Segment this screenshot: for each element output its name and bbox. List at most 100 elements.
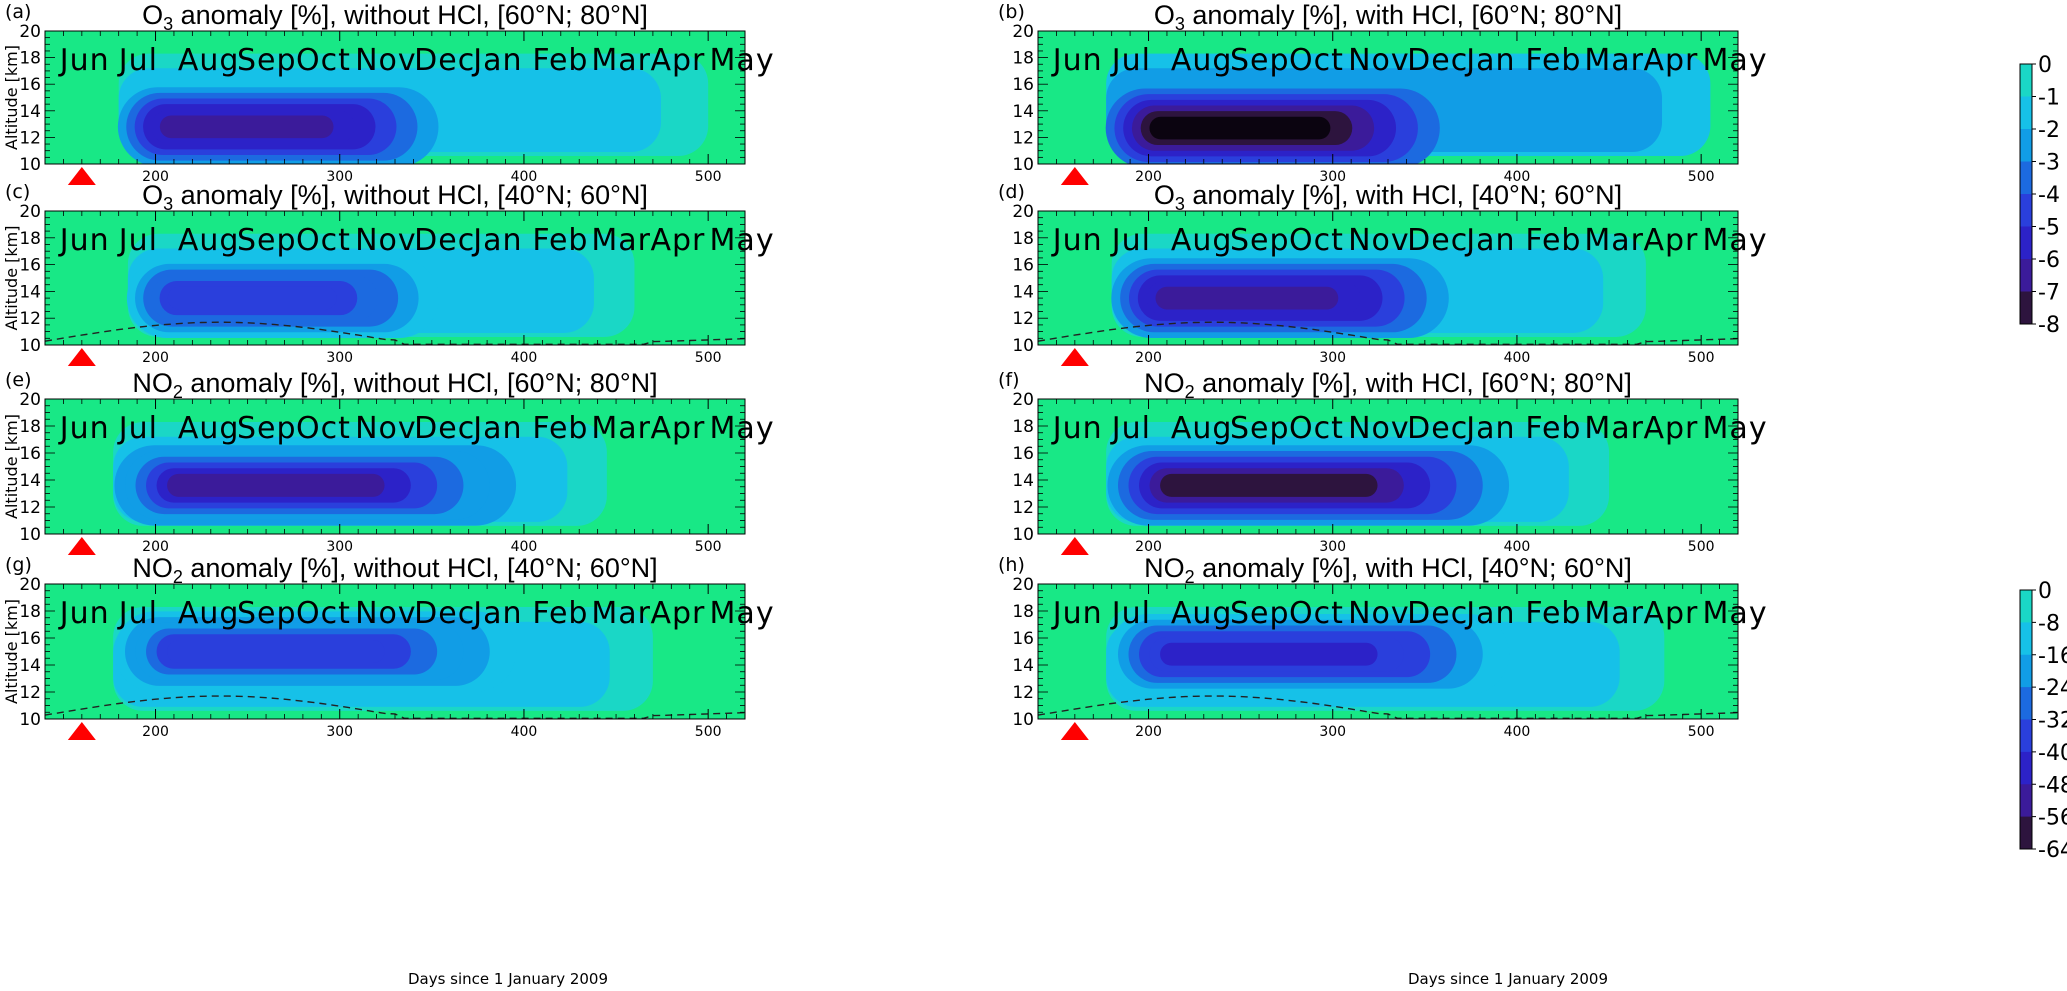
month-label: Apr	[650, 411, 705, 446]
x-tick-label: 500	[1688, 169, 1715, 185]
y-tick-label: 10	[19, 525, 41, 545]
x-tick-label: 200	[142, 724, 169, 740]
month-label: May	[710, 223, 775, 258]
month-label: Jun	[58, 223, 110, 258]
month-label: Mar	[591, 411, 651, 446]
title-species: O	[1154, 180, 1175, 210]
x-tick-label: 300	[326, 539, 353, 555]
colorbar-swatch	[2020, 161, 2032, 195]
title-text: anomaly [%], with HCl, [40°N; 60°N]	[1195, 553, 1632, 583]
colorbar-o3: 0 -1 -2 -3 -4 -5 -6 -7 -8	[2019, 53, 2060, 338]
colorbar-swatch	[2020, 259, 2032, 292]
panel-label: (g)	[5, 554, 32, 576]
colorbar-swatch	[2020, 687, 2032, 720]
month-label: Mar	[1584, 223, 1644, 258]
month-label: Dec	[414, 411, 475, 446]
eruption-marker	[1060, 167, 1089, 185]
month-label: Jul	[1110, 43, 1151, 78]
month-label: Oct	[296, 596, 351, 631]
y-tick-label: 20	[1012, 390, 1034, 410]
x-tick-label: 300	[1319, 350, 1346, 366]
colorbar-label: -32	[2038, 709, 2067, 734]
colorbar-label: -5	[2038, 216, 2060, 241]
month-label: Nov	[1348, 411, 1410, 446]
anomaly-contour-6	[1160, 642, 1378, 666]
month-label: Sep	[1230, 596, 1290, 631]
y-tick-label: 10	[19, 336, 41, 356]
y-tick-label: 20	[1012, 575, 1034, 595]
anomaly-field	[1105, 53, 1711, 164]
panel-label: (d)	[998, 181, 1025, 203]
x-tick-label: 500	[695, 350, 722, 366]
month-label: Apr	[1643, 223, 1698, 258]
month-label: Sep	[237, 596, 297, 631]
y-tick-label: 20	[1012, 202, 1034, 222]
title-species: O	[1154, 0, 1175, 30]
month-label: Jul	[117, 223, 158, 258]
colorbar-swatch	[2020, 291, 2032, 325]
panel-title: NO2 anomaly [%], with HCl, [60°N; 80°N]	[1144, 368, 1632, 402]
month-label: Jun	[1051, 223, 1103, 258]
month-label: Aug	[1171, 596, 1233, 631]
y-tick-label: 20	[19, 575, 41, 595]
month-label: Jun	[1051, 411, 1103, 446]
panel-title: NO2 anomaly [%], without HCl, [40°N; 60°…	[132, 553, 657, 587]
month-label: May	[710, 596, 775, 631]
colorbar-label: -4	[2038, 183, 2060, 208]
month-label: Feb	[1525, 43, 1581, 78]
y-tick-label: 16	[1012, 75, 1034, 95]
y-tick-label: 16	[19, 256, 41, 276]
month-label: Dec	[414, 223, 475, 258]
month-label: Feb	[1525, 596, 1581, 631]
month-label: Oct	[296, 223, 351, 258]
x-tick-label: 300	[1319, 539, 1346, 555]
x-tick-label: 200	[142, 539, 169, 555]
month-label: Aug	[178, 596, 240, 631]
month-label: Oct	[296, 43, 351, 78]
month-label: Aug	[1171, 223, 1233, 258]
month-label: Nov	[355, 223, 417, 258]
panel-label: (e)	[5, 369, 32, 391]
x-tick-label: 400	[511, 539, 538, 555]
x-tick-label: 300	[1319, 169, 1346, 185]
month-label: Mar	[591, 223, 651, 258]
month-label: Sep	[237, 43, 297, 78]
month-label: Sep	[1230, 411, 1290, 446]
x-tick-label: 200	[142, 169, 169, 185]
month-label: Oct	[1289, 223, 1344, 258]
colorbar-label: -56	[2038, 806, 2067, 831]
y-tick-label: 16	[19, 75, 41, 95]
y-tick-label: 18	[1012, 417, 1034, 437]
month-label: Mar	[1584, 43, 1644, 78]
anomaly-contour-6	[159, 115, 334, 139]
tropopause-line	[1038, 321, 1738, 345]
y-tick-label: 14	[1012, 471, 1034, 491]
colorbar-swatch	[2020, 96, 2032, 130]
month-label: Jun	[58, 411, 110, 446]
x-axis-label-left: Days since 1 January 2009	[408, 970, 608, 988]
panel-label: (c)	[5, 181, 30, 203]
title-species: NO	[1144, 368, 1185, 398]
month-label: Jul	[1110, 411, 1151, 446]
y-tick-label: 12	[19, 309, 41, 329]
colorbar-swatch	[2020, 64, 2032, 97]
eruption-marker	[67, 167, 96, 185]
tropopause-line	[1038, 695, 1738, 719]
colorbar-label: -3	[2038, 151, 2060, 176]
month-label: Sep	[237, 411, 297, 446]
y-tick-label: 12	[19, 128, 41, 148]
anomaly-field	[45, 606, 745, 719]
x-tick-label: 400	[1504, 350, 1531, 366]
month-label: Jan	[471, 411, 522, 446]
y-tick-label: 16	[19, 444, 41, 464]
colorbar-label: -8	[2038, 313, 2060, 338]
month-label: Feb	[532, 596, 588, 631]
month-label: Aug	[1171, 43, 1233, 78]
x-tick-label: 500	[1688, 350, 1715, 366]
title-subscript: 3	[1175, 14, 1185, 34]
title-text: anomaly [%], with HCl, [60°N; 80°N]	[1185, 0, 1622, 30]
y-axis-label: Altitude [km]	[2, 414, 21, 519]
y-tick-label: 12	[1012, 309, 1034, 329]
x-tick-label: 400	[511, 724, 538, 740]
